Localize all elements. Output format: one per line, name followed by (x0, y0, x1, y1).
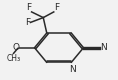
Text: F: F (25, 18, 30, 27)
Text: F: F (26, 3, 31, 12)
Text: O: O (12, 43, 19, 52)
Text: CH₃: CH₃ (6, 54, 21, 63)
Text: F: F (54, 3, 59, 12)
Text: N: N (100, 43, 107, 52)
Text: N: N (69, 65, 76, 74)
